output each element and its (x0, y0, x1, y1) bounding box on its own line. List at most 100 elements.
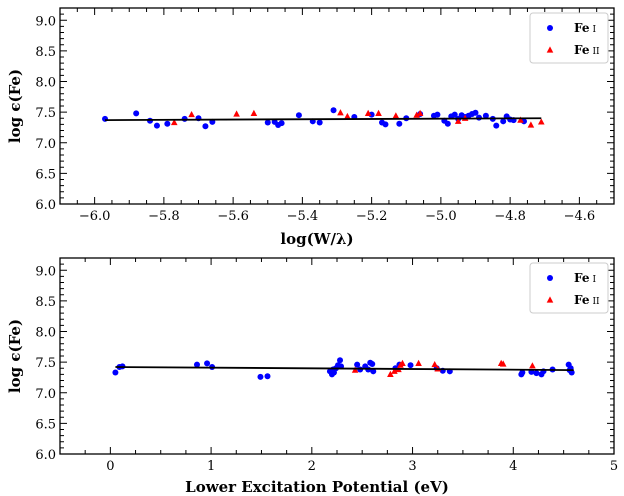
data-point-fe2 (454, 117, 462, 124)
y-tick-label: 9.0 (35, 264, 56, 279)
data-point-fe2 (537, 118, 545, 125)
y-tick-label: 7.0 (35, 387, 56, 402)
data-point-fe2 (188, 110, 195, 118)
data-point-fe2 (431, 360, 439, 368)
data-point-fe1 (519, 369, 526, 376)
legend-label-ion: I (593, 25, 597, 35)
legend-label: Fe I (574, 21, 597, 35)
data-point-fe1 (133, 110, 140, 117)
data-point-fe1 (264, 373, 271, 380)
data-point-fe1 (164, 120, 171, 127)
data-point-fe1 (278, 120, 285, 127)
data-point-fe1 (202, 123, 209, 130)
data-point-fe1 (337, 357, 344, 364)
legend-label: Fe I (574, 271, 597, 285)
data-point-fe2 (415, 359, 422, 366)
y-tick-label: 9.0 (35, 14, 56, 29)
data-point-fe1 (370, 368, 377, 375)
x-tick-label: −5.0 (425, 209, 457, 224)
x-tick-label: −5.4 (287, 209, 319, 224)
x-tick-label: 5 (610, 459, 618, 474)
fit-line (105, 117, 542, 121)
fit-line (115, 366, 574, 371)
legend-label-ion: I (593, 275, 597, 285)
y-tick-label: 6.5 (35, 417, 56, 432)
x-tick-label: −6.0 (79, 209, 111, 224)
data-point-fe1 (520, 118, 527, 125)
y-tick-label: 8.0 (35, 326, 56, 341)
data-point-fe1 (451, 111, 458, 118)
data-point-fe2 (351, 366, 359, 373)
y-tick-label: 8.5 (35, 45, 56, 60)
x-tick-label: −5.2 (356, 209, 388, 224)
data-point-fe1 (382, 121, 389, 128)
y-tick-label: 8.0 (35, 76, 56, 91)
y-axis-title: log ϵ(Fe) (6, 319, 24, 393)
data-point-fe2 (337, 109, 344, 116)
data-point-fe2 (416, 109, 424, 116)
data-point-fe2 (375, 109, 382, 116)
data-point-fe2 (527, 121, 535, 128)
legend-marker-fe2 (546, 46, 554, 53)
data-point-fe1 (396, 120, 403, 127)
y-tick-label: 6.0 (35, 198, 56, 213)
y-axis-title: log ϵ(Fe) (6, 69, 24, 143)
data-point-fe1 (493, 122, 500, 129)
legend-label: Fe II (574, 293, 600, 307)
data-point-fe2 (387, 370, 394, 377)
legend-label-element: Fe (574, 21, 590, 35)
legend-label: Fe II (574, 43, 600, 57)
data-point-fe2 (250, 109, 258, 116)
legend-label-ion: II (593, 297, 601, 307)
data-point-fe1 (330, 107, 337, 114)
data-point-fe1 (112, 369, 119, 376)
data-point-fe1 (369, 360, 376, 367)
data-point-fe2 (364, 109, 372, 116)
data-point-fe1 (257, 373, 264, 380)
data-point-fe1 (482, 112, 489, 119)
legend-label-element: Fe (574, 271, 590, 285)
data-point-fe1 (407, 362, 414, 369)
x-tick-label: −5.8 (148, 209, 180, 224)
data-point-fe1 (533, 370, 540, 377)
data-point-fe2 (233, 110, 240, 117)
x-tick-label: −4.6 (564, 209, 596, 224)
legend-label-element: Fe (574, 43, 590, 57)
panel-bottom: 0 1 2 3 4 5 6.0 6.5 7.0 7.5 8.0 8.5 9.0 Lower Excitat… (6, 257, 618, 496)
y-tick-label: 6.0 (35, 448, 56, 463)
panel-top: −6.0 −5.8 −5.6 −5.4 −5.2 −5.0 −4.8 −4.6 6.0 6.5 7.… (6, 7, 615, 248)
legend-marker-fe1 (547, 275, 553, 281)
x-tick-label: 0 (106, 459, 114, 474)
legend-label-ion: II (593, 47, 601, 57)
data-point-fe1 (444, 120, 451, 127)
data-point-fe1 (153, 122, 160, 129)
data-point-fe2 (499, 360, 507, 367)
x-tick-label: −4.8 (494, 209, 526, 224)
x-tick-label: 2 (308, 459, 316, 474)
x-tick-label: 1 (207, 459, 215, 474)
x-axis-title: Lower Excitation Potential (eV) (185, 478, 449, 496)
data-point-fe2 (391, 367, 398, 374)
legend-marker-fe1 (547, 25, 553, 31)
x-tick-label: 4 (509, 459, 517, 474)
data-point-fe2 (344, 112, 351, 120)
data-point-fe1 (295, 112, 302, 119)
data-point-fe1 (193, 361, 200, 368)
x-tick-label: 3 (408, 459, 416, 474)
data-point-fe2 (399, 359, 406, 366)
legend-label-element: Fe (574, 293, 590, 307)
y-tick-label: 8.5 (35, 295, 56, 310)
data-point-fe1 (204, 360, 211, 367)
data-point-fe1 (472, 109, 479, 116)
y-tick-label: 7.5 (35, 106, 56, 121)
legend-marker-fe2 (546, 296, 554, 303)
x-tick-label: −5.6 (217, 209, 249, 224)
data-point-fe2 (413, 111, 420, 118)
data-point-fe2 (517, 116, 524, 123)
data-point-fe1 (500, 118, 507, 125)
data-point-fe1 (354, 361, 361, 368)
data-point-fe1 (264, 119, 271, 126)
data-point-fe2 (392, 112, 400, 119)
data-point-fe2 (170, 118, 178, 126)
